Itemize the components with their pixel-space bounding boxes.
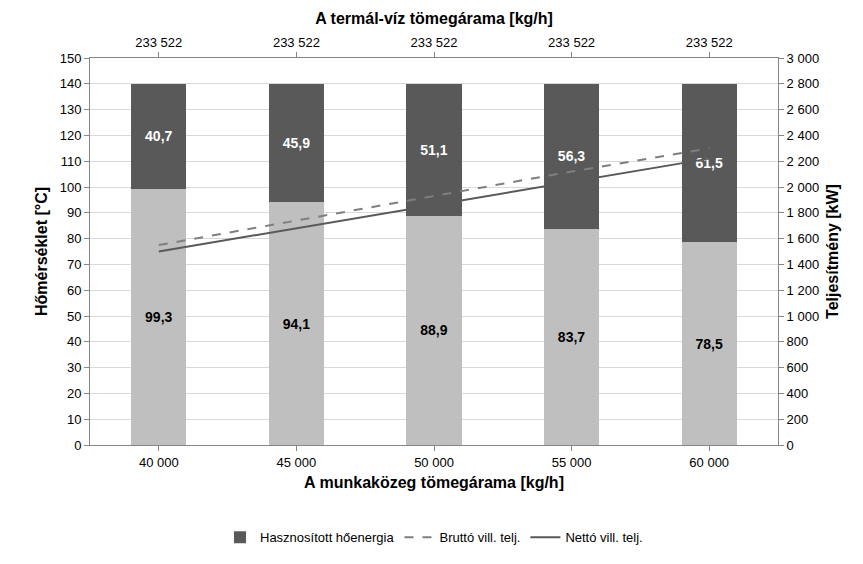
svg-text:2 000: 2 000 [787,180,820,195]
svg-text:233 522: 233 522 [548,35,595,50]
svg-text:45 000: 45 000 [277,455,317,470]
svg-text:200: 200 [787,412,809,427]
svg-text:94,1: 94,1 [283,316,310,332]
svg-text:0: 0 [787,438,794,453]
svg-text:78,5: 78,5 [695,336,722,352]
svg-text:1 200: 1 200 [787,283,820,298]
svg-text:2 400: 2 400 [787,128,820,143]
svg-text:A munkaközeg tömegárama [kg/h]: A munkaközeg tömegárama [kg/h] [304,474,564,491]
svg-text:1 800: 1 800 [787,205,820,220]
svg-text:60 000: 60 000 [689,455,729,470]
svg-text:56,3: 56,3 [558,148,585,164]
svg-text:50: 50 [67,309,81,324]
svg-text:2 600: 2 600 [787,102,820,117]
svg-text:233 522: 233 522 [411,35,458,50]
svg-text:60: 60 [67,283,81,298]
svg-text:61,5: 61,5 [695,155,722,171]
svg-text:233 522: 233 522 [273,35,320,50]
svg-text:1 000: 1 000 [787,309,820,324]
svg-text:40: 40 [67,334,81,349]
svg-text:120: 120 [60,128,82,143]
svg-text:51,1: 51,1 [420,142,447,158]
svg-text:1 600: 1 600 [787,231,820,246]
svg-text:10: 10 [67,412,81,427]
svg-text:A termál-víz tömegárama [kg/h]: A termál-víz tömegárama [kg/h] [315,10,553,27]
svg-text:400: 400 [787,386,809,401]
svg-text:70: 70 [67,257,81,272]
svg-text:140: 140 [60,76,82,91]
svg-text:800: 800 [787,334,809,349]
svg-text:2 200: 2 200 [787,154,820,169]
svg-text:30: 30 [67,360,81,375]
svg-text:80: 80 [67,231,81,246]
svg-text:99,3: 99,3 [145,309,172,325]
svg-text:0: 0 [74,438,81,453]
svg-text:40 000: 40 000 [139,455,179,470]
svg-text:Hőmérséklet [°C]: Hőmérséklet [°C] [33,187,50,316]
svg-text:45,9: 45,9 [283,135,310,151]
svg-text:40,7: 40,7 [145,128,172,144]
svg-text:Hasznosított hőenergia: Hasznosított hőenergia [260,530,394,545]
svg-text:100: 100 [60,180,82,195]
svg-text:130: 130 [60,102,82,117]
svg-text:233 522: 233 522 [686,35,733,50]
svg-text:55 000: 55 000 [552,455,592,470]
svg-text:Nettó vill. telj.: Nettó vill. telj. [565,530,642,545]
svg-text:90: 90 [67,205,81,220]
svg-text:Teljesítmény [kW]: Teljesítmény [kW] [824,184,841,319]
svg-text:233 522: 233 522 [135,35,182,50]
svg-text:2 800: 2 800 [787,76,820,91]
svg-text:50 000: 50 000 [414,455,454,470]
svg-text:20: 20 [67,386,81,401]
svg-text:600: 600 [787,360,809,375]
svg-text:83,7: 83,7 [558,329,585,345]
svg-text:3 000: 3 000 [787,51,820,66]
svg-text:110: 110 [61,154,82,169]
svg-text:Bruttó vill. telj.: Bruttó vill. telj. [439,530,520,545]
svg-text:1 400: 1 400 [787,257,820,272]
svg-text:150: 150 [60,51,82,66]
svg-text:88,9: 88,9 [420,322,447,338]
